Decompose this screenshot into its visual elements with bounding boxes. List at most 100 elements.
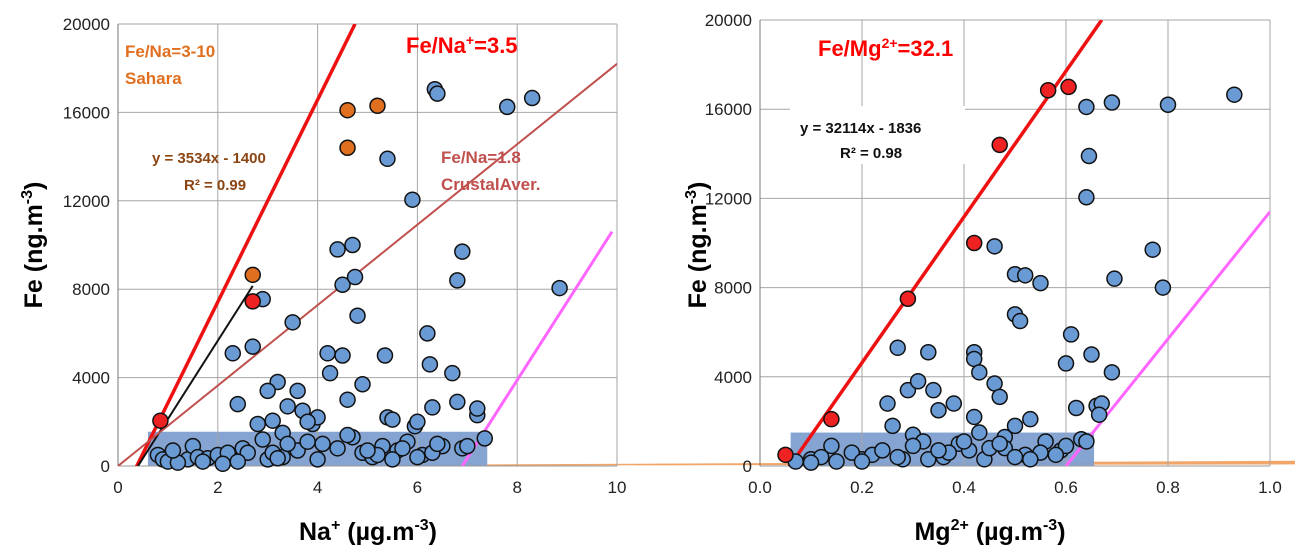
data-point [444, 364, 461, 382]
data-point [279, 435, 296, 453]
data-point [419, 325, 436, 342]
data-point [249, 415, 266, 433]
data-point [1006, 417, 1024, 435]
fit-r2: R² = 0.99 [184, 177, 246, 194]
highlight-point [152, 412, 169, 429]
data-point [920, 344, 937, 361]
data-point [1154, 279, 1172, 296]
data-point [1090, 406, 1108, 423]
data-point [1226, 86, 1243, 103]
data-point [1006, 448, 1024, 466]
highlight-point [777, 446, 794, 464]
line-right-bound [1064, 210, 1270, 466]
highlight-point [339, 101, 356, 119]
data-point [334, 276, 351, 294]
data-point [409, 448, 426, 466]
data-point [889, 448, 906, 466]
data-point [299, 413, 316, 431]
y-tick-label: 8000 [72, 280, 110, 299]
line-fit [137, 285, 254, 466]
highlight-point [369, 97, 386, 115]
data-point [899, 381, 917, 399]
data-point [920, 451, 937, 468]
x-tick-label: 10 [608, 478, 627, 497]
data-point [329, 241, 346, 258]
line-crustal [118, 63, 617, 466]
y-tick-label: 0 [101, 457, 110, 476]
data-point [1057, 355, 1075, 372]
data-point [289, 382, 306, 400]
data-point [309, 451, 326, 468]
data-point [269, 450, 286, 467]
data-point [1062, 326, 1080, 343]
left-y-ticks: 0 4000 8000 12000 16000 20000 [63, 15, 110, 476]
highlight-point [244, 266, 261, 284]
crustal-label-line2: CrustalAver. [441, 175, 541, 194]
left-grid [117, 23, 618, 467]
data-point [254, 431, 271, 448]
highlight-point [1060, 78, 1077, 96]
data-point [384, 451, 401, 468]
data-point [874, 442, 891, 459]
data-point [823, 437, 840, 455]
data-point [1078, 189, 1095, 206]
data-point [334, 347, 351, 364]
sahara-label-line2: Sahara [125, 69, 182, 88]
data-point [314, 435, 331, 453]
data-point [339, 426, 356, 444]
x-tick-label: 0.0 [748, 478, 772, 497]
data-point [1022, 410, 1039, 428]
left-x-axis-title: Na+ (µg.m-3) [299, 517, 437, 546]
data-point [476, 430, 494, 447]
line-fe_na_3_5 [134, 24, 357, 466]
y-tick-label: 12000 [705, 189, 752, 208]
fit-r2-mg: R² = 0.98 [840, 145, 902, 162]
data-point [1011, 312, 1029, 330]
data-point [354, 375, 371, 393]
data-point [965, 408, 983, 426]
x-tick-label: 0 [113, 478, 122, 497]
data-point [930, 442, 947, 459]
data-point [523, 89, 541, 107]
data-point [339, 391, 356, 408]
y-tick-label: 12000 [63, 192, 110, 211]
data-point [1103, 94, 1121, 111]
x-tick-label: 6 [413, 478, 422, 497]
y-tick-label: 20000 [63, 15, 110, 34]
data-point [1159, 96, 1177, 113]
right-chart: 0.0 0.2 0.4 0.6 0.8 1.0 0 4000 8000 12000 16000 20… [683, 11, 1282, 546]
data-point [344, 236, 361, 254]
highlight-point [339, 139, 356, 157]
data-point [1103, 364, 1121, 381]
data-point [224, 345, 242, 362]
data-point [299, 433, 316, 450]
data-point [244, 338, 261, 355]
right-lines [787, 20, 1270, 466]
right-y-ticks: 0 4000 8000 12000 16000 20000 [705, 11, 752, 476]
data-point [429, 435, 446, 453]
data-point [409, 413, 426, 431]
ratio-label-mg: Fe/Mg2+=32.1 [818, 35, 953, 61]
x-tick-label: 4 [313, 478, 322, 497]
data-point [384, 411, 401, 428]
data-point [459, 437, 476, 455]
data-point [930, 402, 947, 419]
crustal-label-line1: Fe/Na=1.8 [441, 148, 521, 167]
data-point [925, 381, 942, 399]
highlight-point [823, 410, 840, 428]
x-tick-label: 0.4 [952, 478, 976, 497]
data-point [1106, 270, 1123, 287]
x-tick-label: 0.8 [1156, 478, 1180, 497]
data-point [359, 442, 376, 459]
data-point [429, 85, 446, 102]
data-point [884, 417, 901, 435]
y-tick-label: 20000 [705, 11, 752, 30]
data-point [889, 339, 906, 357]
data-point [329, 440, 346, 457]
highlight-point [1039, 81, 1057, 99]
left-y-axis-title: Fe (ng.m-3) [19, 182, 48, 309]
data-point [904, 437, 922, 455]
data-point [879, 395, 896, 412]
sahara-label-line1: Fe/Na=3-10 [125, 42, 215, 61]
data-point [449, 393, 466, 411]
